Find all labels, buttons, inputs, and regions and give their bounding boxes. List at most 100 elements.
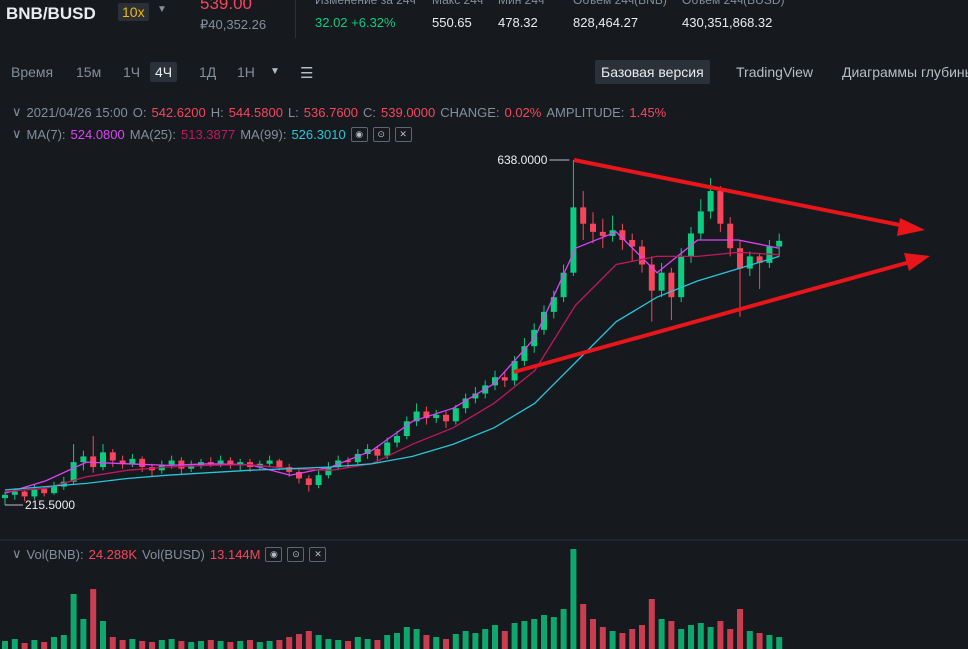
volume-bar (531, 619, 538, 649)
candle-body (119, 460, 126, 464)
candle-body (550, 297, 557, 312)
icon-button[interactable]: ◉ (265, 546, 283, 562)
candle-body (276, 460, 283, 468)
interval[interactable]: 1Н (237, 64, 255, 80)
candle-body (688, 233, 694, 257)
volume-bar (276, 640, 283, 649)
volume-bar (100, 621, 106, 649)
candle-body (168, 460, 175, 465)
candle-body (109, 452, 116, 461)
volume-bar (472, 633, 479, 649)
volume-bar (286, 637, 293, 649)
candle-body (648, 264, 655, 291)
icon-button[interactable]: ✕ (309, 546, 327, 562)
legend-label: H: (210, 104, 224, 120)
settings[interactable]: ☰ (300, 65, 314, 82)
ma-row: ∨ MA(7): 524.0800 MA(25): 513.3877 MA(99): 526… (12, 126, 412, 142)
volume-bar (345, 641, 351, 649)
legend-value: 1.45% (629, 104, 667, 120)
volume-bar (678, 629, 685, 649)
volume-bar (60, 635, 67, 649)
volume-bar (423, 635, 430, 649)
icon-button[interactable]: ◉ (350, 126, 368, 142)
volume-bar (492, 625, 498, 649)
candle-body (11, 491, 18, 495)
candle-body (364, 449, 371, 454)
interval[interactable]: 1Д (199, 64, 217, 80)
volume-bar (139, 641, 146, 649)
volume-bar (394, 633, 400, 649)
candle-body (727, 223, 734, 249)
volume-bar (648, 599, 655, 649)
stat-value: 828,464.27 (573, 15, 639, 30)
volume-bar (168, 639, 175, 649)
candle-body (766, 246, 773, 263)
caret: ∨ (12, 126, 22, 141)
interval[interactable]: 4Ч (150, 62, 178, 82)
info-row: ∨ 2021/04/26 15:00 O: 542.6200 H: 544.5800 L: 5… (12, 104, 666, 120)
volume-bar (80, 619, 87, 649)
volume-bar (129, 639, 136, 649)
ma-line (4, 231, 780, 494)
view-tab[interactable]: Базовая версия (595, 60, 710, 84)
interval[interactable]: 1Ч (123, 64, 141, 80)
volume-bar (511, 623, 518, 649)
interval[interactable]: 15м (76, 64, 102, 80)
candle-body (639, 246, 645, 265)
candle-body (482, 385, 489, 394)
candle-body (697, 211, 704, 234)
stat-label: Макс 24ч (432, 0, 484, 7)
volume-bar (550, 617, 557, 649)
icon-button[interactable]: ✕ (394, 126, 412, 142)
icon-button[interactable]: ⊙ (287, 546, 305, 562)
volume-bar (21, 643, 28, 649)
candle-body (717, 191, 724, 224)
volume-bar (746, 631, 753, 649)
volume-bar (41, 642, 48, 649)
legend-value: 24.288K (88, 546, 138, 562)
view-tab[interactable]: Диаграммы глубины (842, 64, 968, 80)
volume-bar (707, 627, 714, 649)
volume-bar (482, 629, 489, 649)
legend-value: 544.5800 (228, 104, 283, 120)
ma-line (4, 251, 780, 493)
volume-bar (580, 604, 587, 649)
interval[interactable]: Время (11, 64, 54, 80)
candle-body (354, 453, 361, 463)
volume-bar (149, 642, 155, 649)
volume-bar (501, 631, 508, 649)
volume-bar (217, 641, 224, 649)
stat-value: 32.02 +6.32% (315, 15, 396, 30)
icon-button[interactable]: ⊙ (372, 126, 390, 142)
candle-body (541, 311, 547, 330)
volume-bar (766, 635, 773, 649)
dropdown[interactable]: ▼ (157, 4, 167, 15)
candle-body (629, 240, 636, 247)
volume-bar (521, 621, 528, 649)
volume-bar (237, 641, 244, 649)
volume-bar (609, 631, 616, 649)
legend-value: 539.0000 (381, 104, 436, 120)
volume-bar (11, 639, 18, 649)
more[interactable]: ▼ (270, 66, 280, 77)
volume-bar (717, 621, 724, 649)
legend-value: 0.02% (504, 104, 542, 120)
candle-body (325, 467, 332, 476)
view-tab[interactable]: TradingView (736, 64, 814, 80)
stat-label: Мин 24ч (498, 0, 545, 7)
volume-bar (541, 615, 547, 649)
pair[interactable]: BNB/BUSD (6, 4, 96, 23)
candle-body (178, 460, 185, 469)
legend-label: MA(99): (240, 126, 287, 142)
candle-body (452, 408, 459, 422)
candle-body (531, 329, 538, 347)
leverage[interactable]: 10x (118, 3, 149, 21)
volume-bar (668, 621, 675, 649)
candle-body (443, 414, 449, 422)
volume-bar (227, 642, 234, 649)
volume-bar (462, 631, 469, 649)
candle-body (678, 256, 685, 298)
low-label: 215.5000 (25, 498, 75, 512)
candle-body (335, 460, 342, 468)
